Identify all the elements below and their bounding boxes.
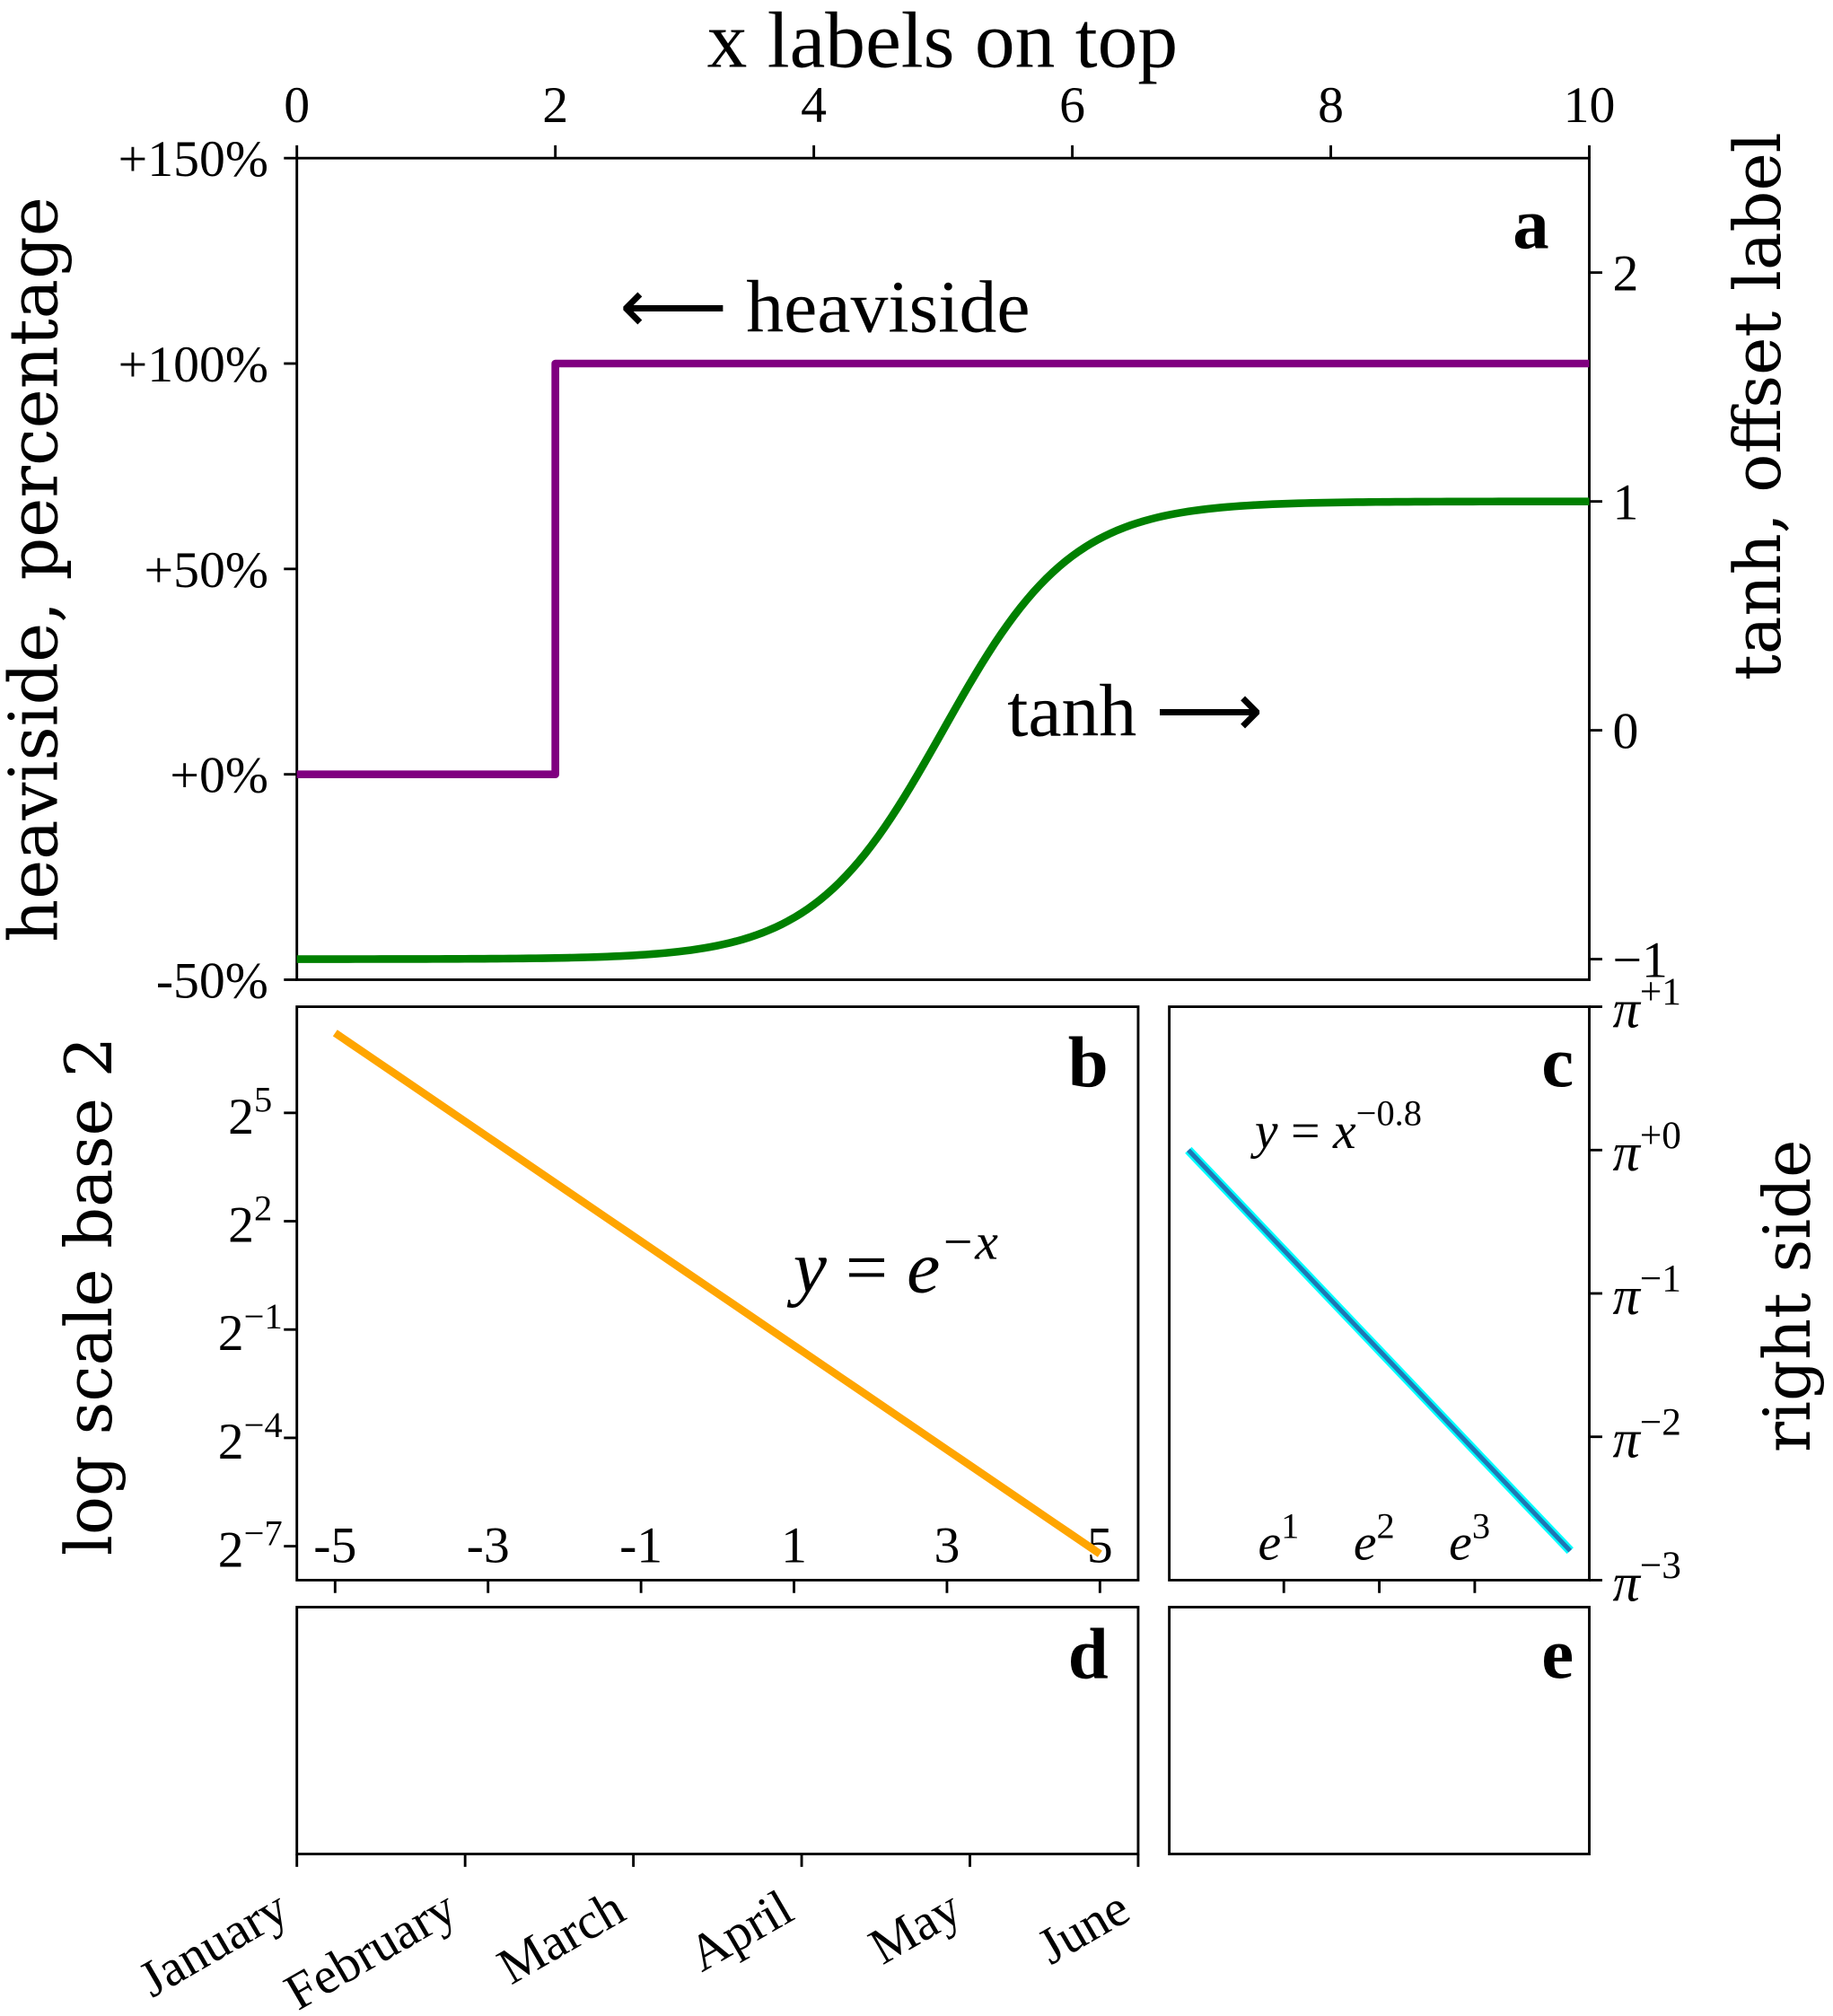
exp-annotation: y = e−x (787, 1214, 999, 1310)
power-annotation: y = x−0.8 (1250, 1092, 1422, 1160)
x-tick-label-month: May (860, 1880, 971, 1976)
x-tick-label-month: February (276, 1880, 466, 2016)
annot-lhs: y (787, 1227, 828, 1310)
panel-b-frame (295, 1005, 1140, 1582)
annot-eq: = (1278, 1103, 1333, 1160)
x-tick-label-top: 4 (801, 77, 827, 134)
panel-label-e: e (1541, 1615, 1574, 1695)
x-tick-label-c: e2 (1354, 1506, 1395, 1572)
annot-eq: = (827, 1227, 907, 1310)
y-axis-label-b: log scale base 2 (51, 1037, 127, 1556)
panel-label-a: a (1513, 185, 1548, 265)
x-tick-label-b: -3 (467, 1518, 510, 1574)
panel-label-d: d (1068, 1615, 1109, 1695)
y-tick-label-c: π−3 (1612, 1545, 1680, 1613)
x-tick-label-b: 1 (781, 1518, 807, 1574)
heaviside-annotation: ⟵ heaviside (619, 267, 1030, 349)
y-tick-label-b-exp: 5 (254, 1080, 272, 1120)
y-tick-label-c: π−2 (1612, 1402, 1680, 1470)
y-tick-label-c-base: π (1612, 1123, 1641, 1183)
y-tick-label-left: +100% (118, 337, 268, 393)
panel-d-frame (295, 1606, 1140, 1855)
y-tick-label-c-base: π (1612, 980, 1641, 1040)
y-tick-label-left: -50% (156, 953, 268, 1010)
y-tick-label-right: 0 (1612, 704, 1638, 760)
annot-base: x (1332, 1103, 1356, 1160)
x-tick-label-b: -5 (313, 1518, 356, 1574)
tanh-line (296, 497, 1590, 963)
y-tick-label-c: π+1 (1612, 971, 1680, 1039)
x-tick-label-c-exp: 1 (1281, 1506, 1299, 1547)
y-tick-label-c-exp: +1 (1640, 971, 1681, 1013)
x-tick-label-c: e3 (1449, 1506, 1490, 1572)
y-tick-label-c-exp: +0 (1640, 1115, 1681, 1157)
y-tick-label-b-exp: −4 (244, 1405, 283, 1445)
y-tick-label-right: 2 (1612, 246, 1638, 302)
x-tick-label-c-exp: 3 (1472, 1506, 1490, 1547)
y-tick-label-b-base: 2 (228, 1197, 254, 1254)
y-tick-label-b-exp: 2 (254, 1188, 272, 1229)
y-tick-label-b: 25 (228, 1080, 272, 1145)
y-tick-label-c-exp: −2 (1640, 1402, 1681, 1444)
panel-label-c: c (1541, 1023, 1574, 1103)
x-tick-label-month: June (1028, 1880, 1138, 1976)
exp-line (332, 1030, 1102, 1557)
y-tick-label-c-exp: −1 (1640, 1258, 1681, 1301)
power-line (1187, 1148, 1573, 1553)
y-tick-label-b-base: 2 (228, 1089, 254, 1145)
y-tick-label-b-exp: −7 (244, 1513, 283, 1554)
y-tick-label-c-base: π (1612, 1554, 1641, 1614)
x-tick-label-c-base: e (1449, 1515, 1472, 1572)
y-axis-label-right: tanh, offset label (1720, 132, 1795, 680)
x-tick-label-c-exp: 2 (1376, 1506, 1394, 1547)
x-tick-label-top: 2 (542, 77, 568, 134)
heaviside-line (296, 359, 1590, 778)
y-tick-label-c: π−1 (1612, 1258, 1680, 1327)
y-tick-label-c-exp: −3 (1640, 1545, 1681, 1587)
y-tick-label-right: −1 (1612, 933, 1667, 989)
y-axis-label-left: heaviside, percentage (0, 197, 74, 942)
y-tick-label-b-base: 2 (218, 1305, 244, 1362)
x-tick-label-top: 0 (284, 77, 310, 134)
x-tick-label-top: 10 (1564, 77, 1616, 134)
y-axis-label-c: right side (1750, 1140, 1825, 1453)
x-tick-label-b: -1 (619, 1518, 662, 1574)
panel-label-b: b (1068, 1023, 1109, 1103)
panel-a-frame (295, 156, 1591, 981)
x-tick-label-c-base: e (1354, 1515, 1377, 1572)
chart-title: x labels on top (707, 0, 1179, 84)
y-tick-label-c-base: π (1612, 1267, 1641, 1327)
y-tick-label-left: +50% (144, 542, 267, 599)
x-tick-label-c: e1 (1259, 1506, 1300, 1572)
y-tick-label-b: 22 (228, 1188, 272, 1254)
annot-exp: −0.8 (1356, 1092, 1422, 1133)
x-tick-label-month: March (488, 1880, 634, 1995)
x-tick-label-b: 3 (934, 1518, 960, 1574)
panel-e-frame (1168, 1606, 1591, 1855)
y-tick-label-c-base: π (1612, 1410, 1641, 1470)
y-tick-label-b-base: 2 (218, 1522, 244, 1579)
x-tick-label-month: January (129, 1880, 297, 2009)
annot-exp: −x (940, 1214, 998, 1271)
x-tick-label-c-base: e (1259, 1515, 1282, 1572)
y-tick-label-b: 2−7 (218, 1513, 283, 1579)
x-tick-label-month: April (680, 1880, 802, 1983)
y-tick-label-b-exp: −1 (244, 1296, 283, 1337)
y-tick-label-right: 1 (1612, 475, 1638, 531)
y-tick-label-b-base: 2 (218, 1414, 244, 1470)
y-tick-label-c: π+0 (1612, 1115, 1680, 1183)
y-tick-label-left: +150% (118, 131, 268, 188)
y-tick-label-b: 2−1 (218, 1296, 283, 1362)
annot-lhs: y (1250, 1103, 1278, 1160)
y-tick-label-left: +0% (170, 748, 268, 804)
tanh-annotation: tanh ⟶ (1007, 671, 1263, 753)
x-tick-label-top: 8 (1318, 77, 1344, 134)
x-tick-label-top: 6 (1059, 77, 1085, 134)
annot-base: e (907, 1227, 940, 1310)
y-tick-label-b: 2−4 (218, 1405, 283, 1470)
